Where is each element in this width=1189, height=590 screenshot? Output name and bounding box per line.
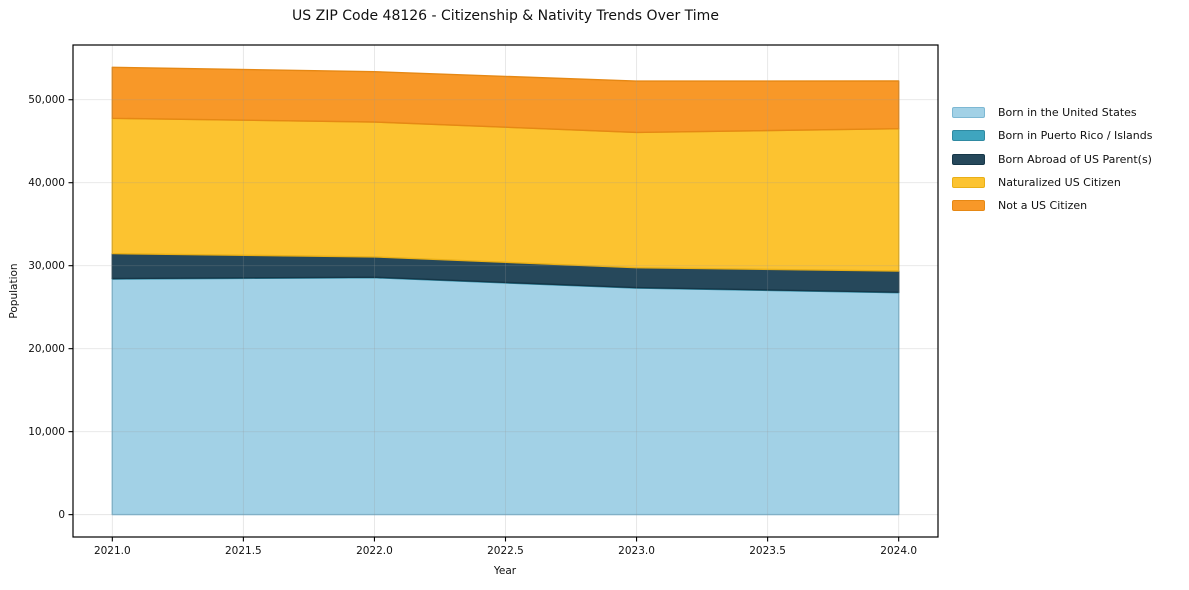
- x-tick-label: 2021.5: [225, 545, 262, 557]
- legend-swatch: [952, 107, 985, 119]
- y-tick-label: 10,000: [28, 426, 65, 438]
- legend-label: Not a US Citizen: [998, 199, 1088, 213]
- area-series-4: [111, 66, 900, 134]
- y-tick-label: 0: [58, 509, 65, 521]
- legend-label: Born in the United States: [998, 106, 1137, 120]
- chart-title: US ZIP Code 48126 - Citizenship & Nativi…: [292, 8, 719, 24]
- y-axis-label: Population: [8, 263, 20, 319]
- legend: Born in the United States Born in Puerto …: [952, 101, 1152, 217]
- legend-swatch: [952, 130, 985, 142]
- x-tick-label: 2023.5: [749, 545, 786, 557]
- y-tick-label: 50,000: [28, 94, 65, 106]
- legend-item-0: Born in the United States: [952, 101, 1152, 124]
- x-tick-label: 2023.0: [618, 545, 655, 557]
- y-tick-label: 20,000: [28, 343, 65, 355]
- legend-item-1: Born in Puerto Rico / Islands: [952, 124, 1152, 147]
- legend-swatch: [952, 153, 985, 165]
- legend-label: Born in Puerto Rico / Islands: [998, 129, 1153, 143]
- x-tick-label: 2024.0: [880, 545, 917, 557]
- legend-item-4: Not a US Citizen: [952, 194, 1152, 217]
- legend-label: Born Abroad of US Parent(s): [998, 152, 1152, 166]
- legend-item-3: Naturalized US Citizen: [952, 171, 1152, 194]
- x-axis-label: Year: [493, 565, 517, 577]
- x-tick-label: 2022.0: [356, 545, 393, 557]
- x-tick-label: 2022.5: [487, 545, 524, 557]
- legend-swatch: [952, 200, 985, 212]
- legend-item-2: Born Abroad of US Parent(s): [952, 148, 1152, 171]
- legend-swatch: [952, 177, 985, 189]
- x-tick-label: 2021.0: [94, 545, 131, 557]
- y-tick-label: 30,000: [28, 260, 65, 272]
- legend-label: Naturalized US Citizen: [998, 176, 1121, 190]
- y-tick-label: 40,000: [28, 177, 65, 189]
